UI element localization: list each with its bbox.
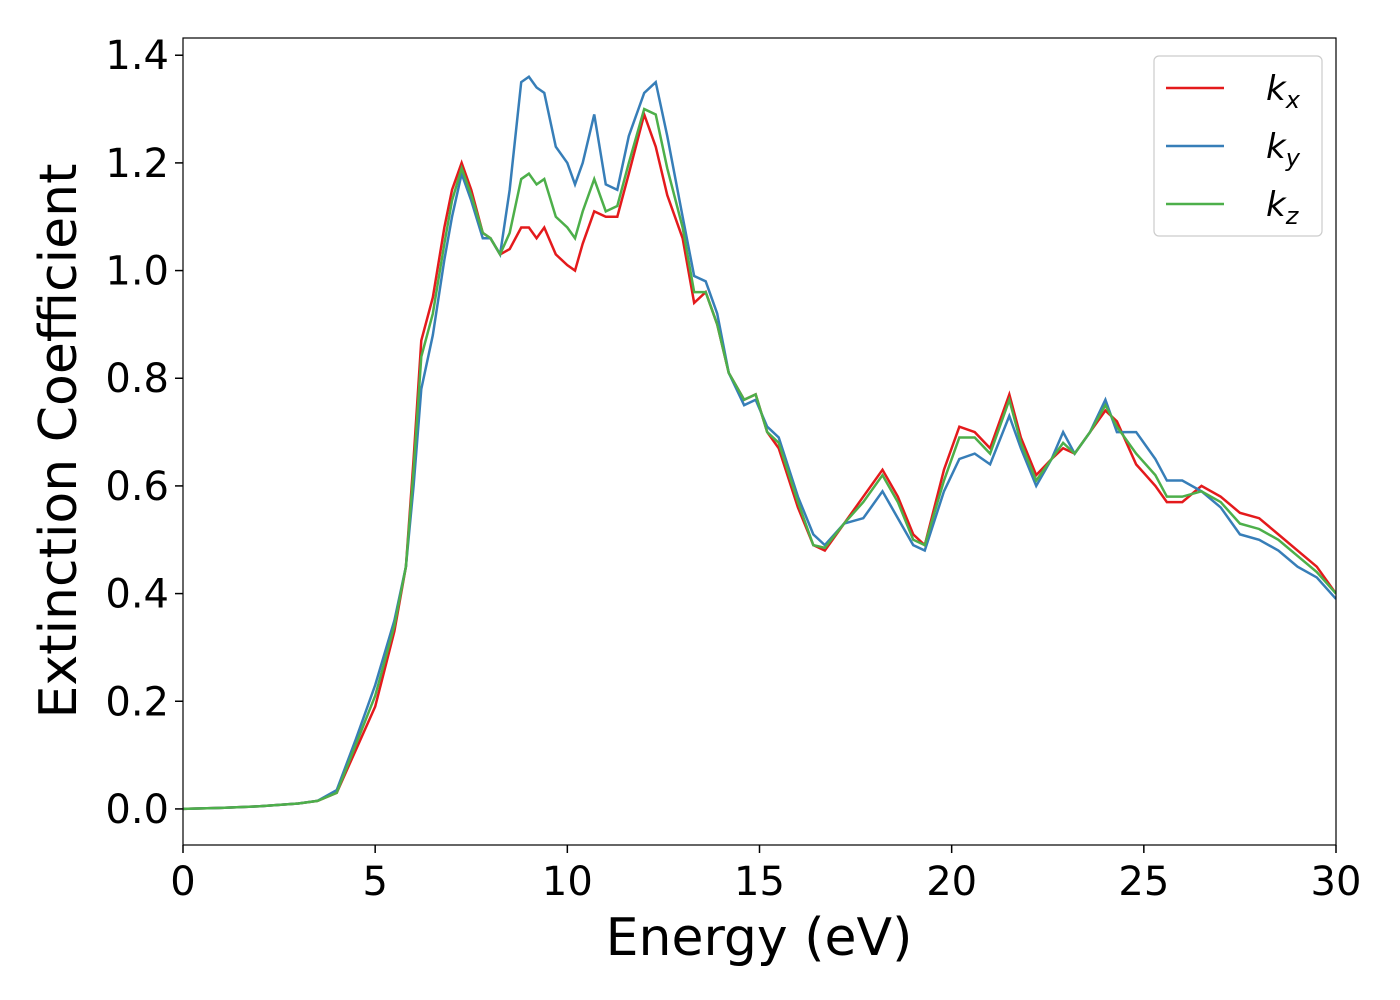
legend-box <box>1153 55 1323 237</box>
legend-label: kx <box>1266 69 1301 114</box>
x-tick-label: 25 <box>1118 859 1169 905</box>
y-tick-label: 1.4 <box>105 33 169 79</box>
y-tick-label: 0.0 <box>105 787 169 833</box>
x-tick-label: 20 <box>926 859 977 905</box>
x-tick-label: 10 <box>542 859 593 905</box>
x-tick-label: 15 <box>734 859 785 905</box>
legend-label: kz <box>1266 185 1300 230</box>
series-line <box>183 75 1336 811</box>
y-tick-label: 0.8 <box>105 356 169 402</box>
x-tick-label: 30 <box>1311 859 1362 905</box>
y-axis-label: Extinction Coefficient <box>29 164 89 719</box>
y-tick-label: 0.6 <box>105 464 169 510</box>
plot-frame <box>182 37 1337 846</box>
y-tick-label: 0.4 <box>105 572 169 618</box>
x-tick-label: 0 <box>170 859 195 905</box>
series-line <box>183 107 1336 811</box>
legend-label: ky <box>1266 127 1301 172</box>
y-tick-label: 1.2 <box>105 141 169 187</box>
y-tick-label: 1.0 <box>105 249 169 295</box>
y-tick-label: 0.2 <box>105 679 169 725</box>
x-tick-label: 5 <box>362 859 387 905</box>
x-axis-label: Energy (eV) <box>606 908 913 968</box>
